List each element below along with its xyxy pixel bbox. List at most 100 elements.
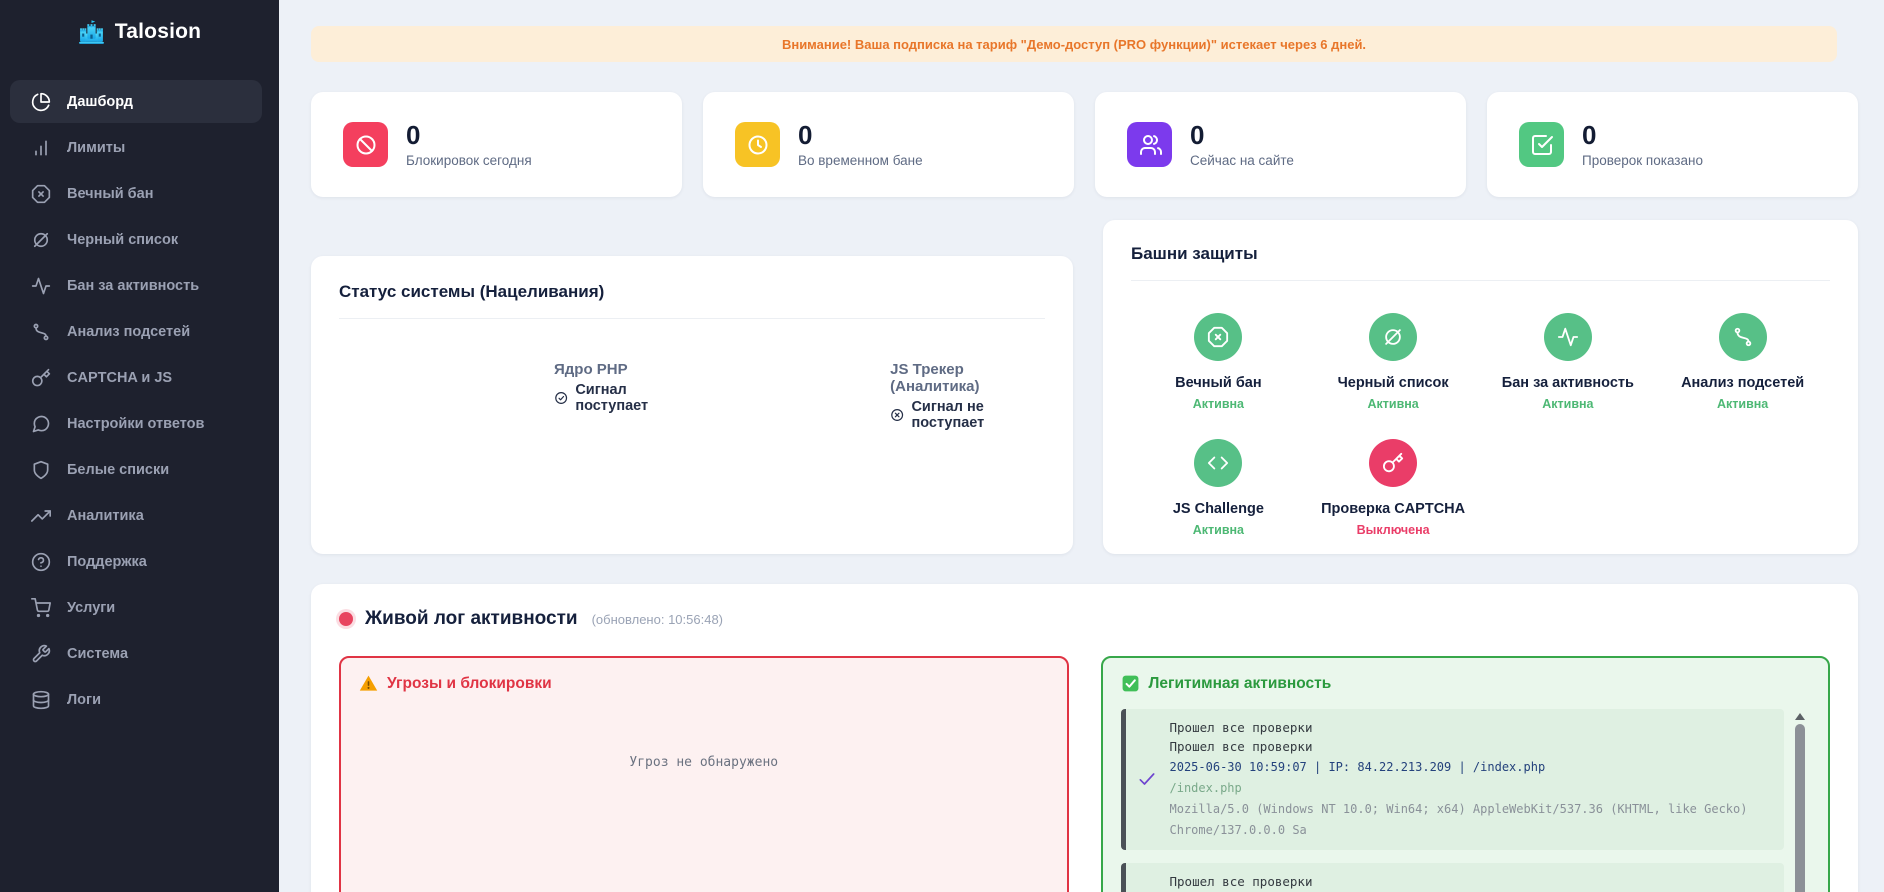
stats-row: 0 Блокировок сегодня 0 Во временном бане — [311, 92, 1858, 197]
tower-name: Анализ подсетей — [1681, 375, 1805, 391]
sidebar-item-label: Анализ подсетей — [67, 323, 191, 340]
octagon-x-icon — [31, 184, 51, 204]
sidebar-item-label: Лимиты — [67, 139, 126, 156]
stat-card: 0 Во временном бане — [703, 92, 1074, 197]
stat-card: 0 Блокировок сегодня — [311, 92, 682, 197]
sidebar-item[interactable]: Настройки ответов — [10, 402, 262, 445]
scrollbar[interactable] — [1794, 711, 1806, 892]
circle-off-icon — [1382, 326, 1404, 348]
app-logo: Talosion — [0, 12, 279, 52]
tower-name: JS Challenge — [1172, 501, 1264, 517]
sidebar-item[interactable]: Дашборд — [10, 80, 262, 123]
tower-status: Активна — [1542, 397, 1594, 411]
stat-label: Во временном бане — [798, 152, 923, 168]
circle-off-icon — [31, 230, 51, 250]
scrollbar-thumb[interactable] — [1795, 724, 1805, 892]
log-line: Прошел все проверки — [1169, 739, 1313, 755]
sidebar-item[interactable]: Услуги — [10, 586, 262, 629]
live-log-title: Живой лог активности — [365, 608, 578, 629]
message-circle-icon — [31, 414, 51, 434]
stat-value: 0 — [1190, 120, 1205, 151]
system-status-title: Статус системы (Нацеливания) — [339, 282, 605, 301]
tower-item: Вечный бан Активна — [1131, 313, 1306, 411]
sidebar-item-label: Настройки ответов — [67, 415, 205, 432]
tower-item: JS Challenge Активна — [1131, 439, 1306, 537]
divider — [339, 318, 1045, 319]
sidebar-item[interactable]: Белые списки — [10, 448, 262, 491]
main-content: Внимание! Ваша подписка на тариф "Демо-д… — [279, 0, 1884, 892]
wrench-icon — [31, 644, 51, 664]
sidebar-item[interactable]: Лимиты — [10, 126, 262, 169]
sidebar-item[interactable]: Логи — [10, 678, 262, 721]
sidebar-item[interactable]: Бан за активность — [10, 264, 262, 307]
sidebar-item-label: Вечный бан — [67, 185, 154, 202]
legit-log-list[interactable]: Прошел все проверки Прошел все проверки … — [1120, 709, 1811, 892]
stat-label: Проверок показано — [1582, 152, 1703, 168]
sidebar-item-label: Черный список — [67, 231, 179, 248]
stat-card: 0 Сейчас на сайте — [1095, 92, 1466, 197]
sidebar-item-label: Система — [67, 645, 129, 662]
sidebar-item[interactable]: Система — [10, 632, 262, 675]
live-dot — [339, 612, 353, 626]
log-line: Прошел все проверки — [1169, 720, 1313, 735]
stat-value: 0 — [1582, 120, 1597, 151]
sidebar-nav: Дашборд Лимиты Вечный бан Черный список … — [0, 80, 279, 721]
activity-icon — [31, 276, 51, 296]
sidebar-item[interactable]: Аналитика — [10, 494, 262, 537]
shopping-cart-icon — [31, 598, 51, 618]
stat-label: Сейчас на сайте — [1190, 152, 1294, 168]
tower-name: Проверка CAPTCHA — [1321, 501, 1466, 517]
sidebar-item[interactable]: Вечный бан — [10, 172, 262, 215]
sidebar-item-label: Аналитика — [67, 507, 144, 524]
stat-value: 0 — [406, 120, 421, 151]
sidebar-item-label: CAPTCHA и JS — [67, 369, 173, 386]
sidebar-item-label: Белые списки — [67, 461, 170, 478]
sidebar-item[interactable]: Поддержка — [10, 540, 262, 583]
activity-icon — [1557, 326, 1579, 348]
legit-title: Легитимная активность — [1148, 674, 1332, 692]
tower-status: Активна — [1192, 523, 1245, 537]
check-icon — [1137, 769, 1157, 789]
status-name: Ядро PHP — [554, 361, 628, 378]
live-log-card: Живой лог активности (обновлено: 10:56:4… — [311, 584, 1858, 892]
users-icon — [1138, 133, 1162, 157]
legit-panel: Легитимная активность Прошел все проверк… — [1100, 656, 1830, 892]
log-entry: Прошел все проверки Прошел все проверки … — [1120, 862, 1784, 892]
scroll-up-arrow-icon[interactable] — [1795, 713, 1805, 720]
sidebar-item-label: Логи — [67, 691, 101, 708]
system-status-item: Ядро PHP Сигнал поступает — [554, 361, 690, 431]
sidebar-item[interactable]: Черный список — [10, 218, 262, 261]
circle-x-icon — [890, 407, 904, 423]
sidebar-item-label: Дашборд — [67, 93, 133, 110]
warning-icon — [359, 674, 378, 693]
shield-icon — [31, 460, 51, 480]
key-icon — [31, 368, 51, 388]
threats-title: Угрозы и блокировки — [387, 674, 552, 692]
status-text: Сигнал не поступает — [911, 399, 985, 431]
subscription-warning-banner: Внимание! Ваша подписка на тариф "Демо-д… — [311, 26, 1837, 62]
tower-item: Черный список Активна — [1306, 313, 1481, 411]
tower-name: Вечный бан — [1175, 375, 1262, 391]
stat-card: 0 Проверок показано — [1487, 92, 1858, 197]
sidebar-item[interactable]: CAPTCHA и JS — [10, 356, 262, 399]
log-line: Прошел все проверки — [1169, 873, 1313, 889]
octagon-x-icon — [1207, 326, 1229, 348]
log-path: /index.php — [1169, 780, 1242, 795]
circle-check-icon — [554, 390, 568, 406]
sidebar-item-label: Услуги — [67, 599, 116, 616]
route-icon — [1732, 326, 1754, 348]
system-status-item: JS Трекер (Аналитика) Сигнал не поступае… — [890, 361, 1045, 431]
pie-chart-icon — [31, 92, 51, 112]
tower-item: Проверка CAPTCHA Выключена — [1306, 439, 1481, 537]
sidebar-item-label: Бан за активность — [67, 277, 200, 294]
threats-panel: Угрозы и блокировки Угроз не обнаружено — [339, 656, 1069, 892]
app-title: Talosion — [114, 20, 202, 43]
tower-status: Активна — [1192, 397, 1245, 411]
tower-item: Бан за активность Активна — [1481, 313, 1656, 411]
stat-label: Блокировок сегодня — [406, 152, 532, 168]
help-circle-icon — [31, 552, 51, 572]
trending-up-icon — [31, 506, 51, 526]
status-text: Сигнал поступает — [575, 382, 649, 414]
sidebar-item[interactable]: Анализ подсетей — [10, 310, 262, 353]
castle-icon — [78, 19, 104, 44]
